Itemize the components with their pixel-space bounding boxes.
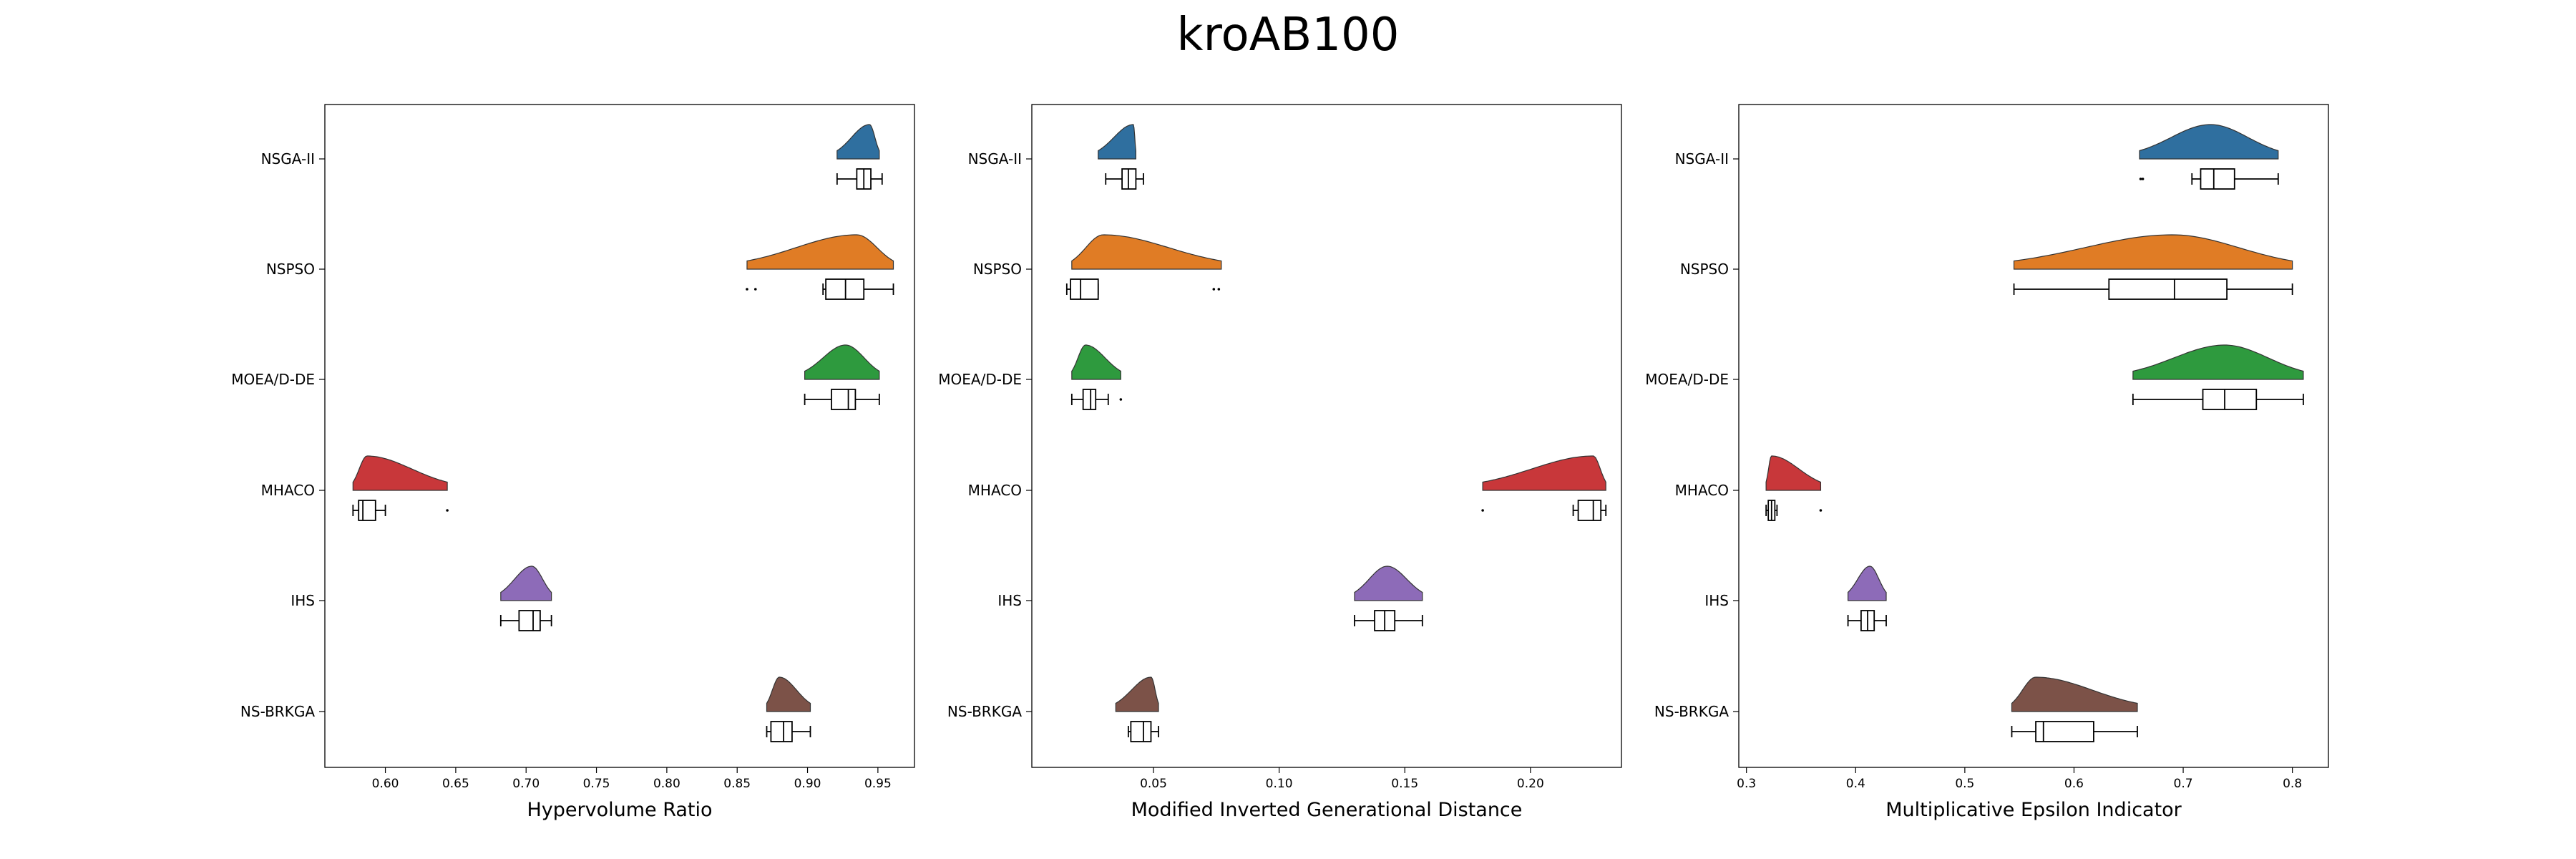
box-iqr — [2200, 168, 2235, 190]
axes-frame — [1738, 104, 2329, 768]
outlier-point — [2141, 178, 2145, 180]
density-cloud — [500, 566, 552, 601]
y-tick-label: MHACO — [968, 482, 1022, 499]
outlier-point — [1119, 398, 1123, 401]
box-iqr — [518, 610, 541, 631]
x-tick-label: 0.6 — [2064, 777, 2084, 791]
y-tick-label: NSGA-II — [1675, 150, 1729, 168]
x-tick-label: 0.10 — [1266, 777, 1293, 791]
y-tick-label: MOEA/D-DE — [1645, 371, 1729, 388]
x-tick-label: 0.5 — [1955, 777, 1974, 791]
x-tick-label: 0.85 — [723, 777, 751, 791]
outlier-point — [1819, 509, 1823, 512]
box-iqr — [825, 278, 865, 300]
density-cloud — [2139, 124, 2279, 160]
density-cloud — [1847, 566, 1887, 601]
y-tick-label: NSPSO — [973, 261, 1022, 278]
x-tick-label: 0.75 — [583, 777, 610, 791]
x-tick-label: 0.4 — [1846, 777, 1865, 791]
box-iqr — [1070, 278, 1099, 300]
density-cloud — [2132, 344, 2304, 380]
density-cloud — [766, 676, 811, 712]
x-tick-label: 0.80 — [653, 777, 680, 791]
density-cloud — [1071, 344, 1121, 380]
y-tick-label: NS-BRKGA — [947, 703, 1022, 720]
x-tick-label: 0.70 — [512, 777, 540, 791]
y-tick-label: NSPSO — [1680, 261, 1729, 278]
density-cloud — [2013, 234, 2293, 270]
box-iqr — [2035, 721, 2094, 742]
outlier-point — [1217, 288, 1221, 291]
y-tick-label: IHS — [997, 592, 1022, 609]
subplot-3: 0.3 0.4 0.5 0.6 0.7 0.8 Multiplicative Epsilon… — [1645, 104, 2329, 821]
density-cloud — [2011, 676, 2138, 712]
box-iqr — [1082, 389, 1097, 410]
subplot-1: 0.60 0.65 0.70 0.75 0.80 0.85 0.90 0.95 Hypervol… — [231, 104, 915, 821]
x-tick-label: 0.7 — [2174, 777, 2193, 791]
density-cloud — [1071, 234, 1222, 270]
x-tick-label: 0.05 — [1140, 777, 1167, 791]
x-axis-label: Modified Inverted Generational Distance — [1131, 799, 1523, 821]
axes-frame — [324, 104, 915, 768]
box-iqr — [2108, 278, 2228, 300]
box-iqr — [2202, 389, 2258, 410]
outlier-point — [1212, 288, 1216, 291]
density-cloud — [1354, 566, 1423, 601]
box-iqr — [1130, 721, 1152, 742]
figure-title: kroAB100 — [1177, 9, 1400, 62]
y-tick-label: NSGA-II — [261, 150, 315, 168]
outlier-point — [1481, 509, 1484, 512]
x-axis-label: Hypervolume Ratio — [527, 799, 712, 821]
y-tick-label: MOEA/D-DE — [938, 371, 1022, 388]
x-tick-label: 0.20 — [1517, 777, 1544, 791]
x-tick-label: 0.95 — [864, 777, 892, 791]
y-tick-label: NS-BRKGA — [1654, 703, 1729, 720]
density-cloud — [1482, 455, 1606, 491]
x-tick-label: 0.8 — [2283, 777, 2302, 791]
box-iqr — [831, 389, 857, 410]
density-cloud — [1098, 124, 1137, 160]
y-tick-label: NSGA-II — [968, 150, 1022, 168]
density-cloud — [836, 124, 880, 160]
outlier-point — [753, 288, 757, 291]
outlier-point — [446, 509, 449, 512]
density-cloud — [1115, 676, 1159, 712]
y-tick-label: MHACO — [1675, 482, 1729, 499]
box-iqr — [1577, 500, 1602, 521]
axes-frame — [1031, 104, 1622, 768]
y-tick-label: MHACO — [261, 482, 315, 499]
outlier-point — [2139, 178, 2142, 180]
subplot-2: 0.05 0.10 0.15 0.20 Modified Inverted Genera… — [938, 104, 1622, 821]
x-axis-label: Multiplicative Epsilon Indicator — [1885, 799, 2182, 821]
y-tick-label: MOEA/D-DE — [231, 371, 315, 388]
y-tick-label: IHS — [291, 592, 315, 609]
x-tick-label: 0.90 — [794, 777, 821, 791]
y-tick-label: IHS — [1704, 592, 1729, 609]
x-tick-label: 0.65 — [442, 777, 469, 791]
y-tick-label: NS-BRKGA — [240, 703, 315, 720]
box-iqr — [770, 721, 793, 742]
x-tick-label: 0.60 — [372, 777, 399, 791]
density-cloud — [352, 455, 448, 491]
x-tick-label: 0.3 — [1737, 777, 1756, 791]
density-cloud — [804, 344, 880, 380]
y-tick-label: NSPSO — [266, 261, 315, 278]
outlier-point — [746, 288, 748, 291]
density-cloud — [746, 234, 894, 270]
x-tick-label: 0.15 — [1391, 777, 1418, 791]
box-iqr — [358, 500, 376, 521]
density-cloud — [1765, 455, 1822, 491]
